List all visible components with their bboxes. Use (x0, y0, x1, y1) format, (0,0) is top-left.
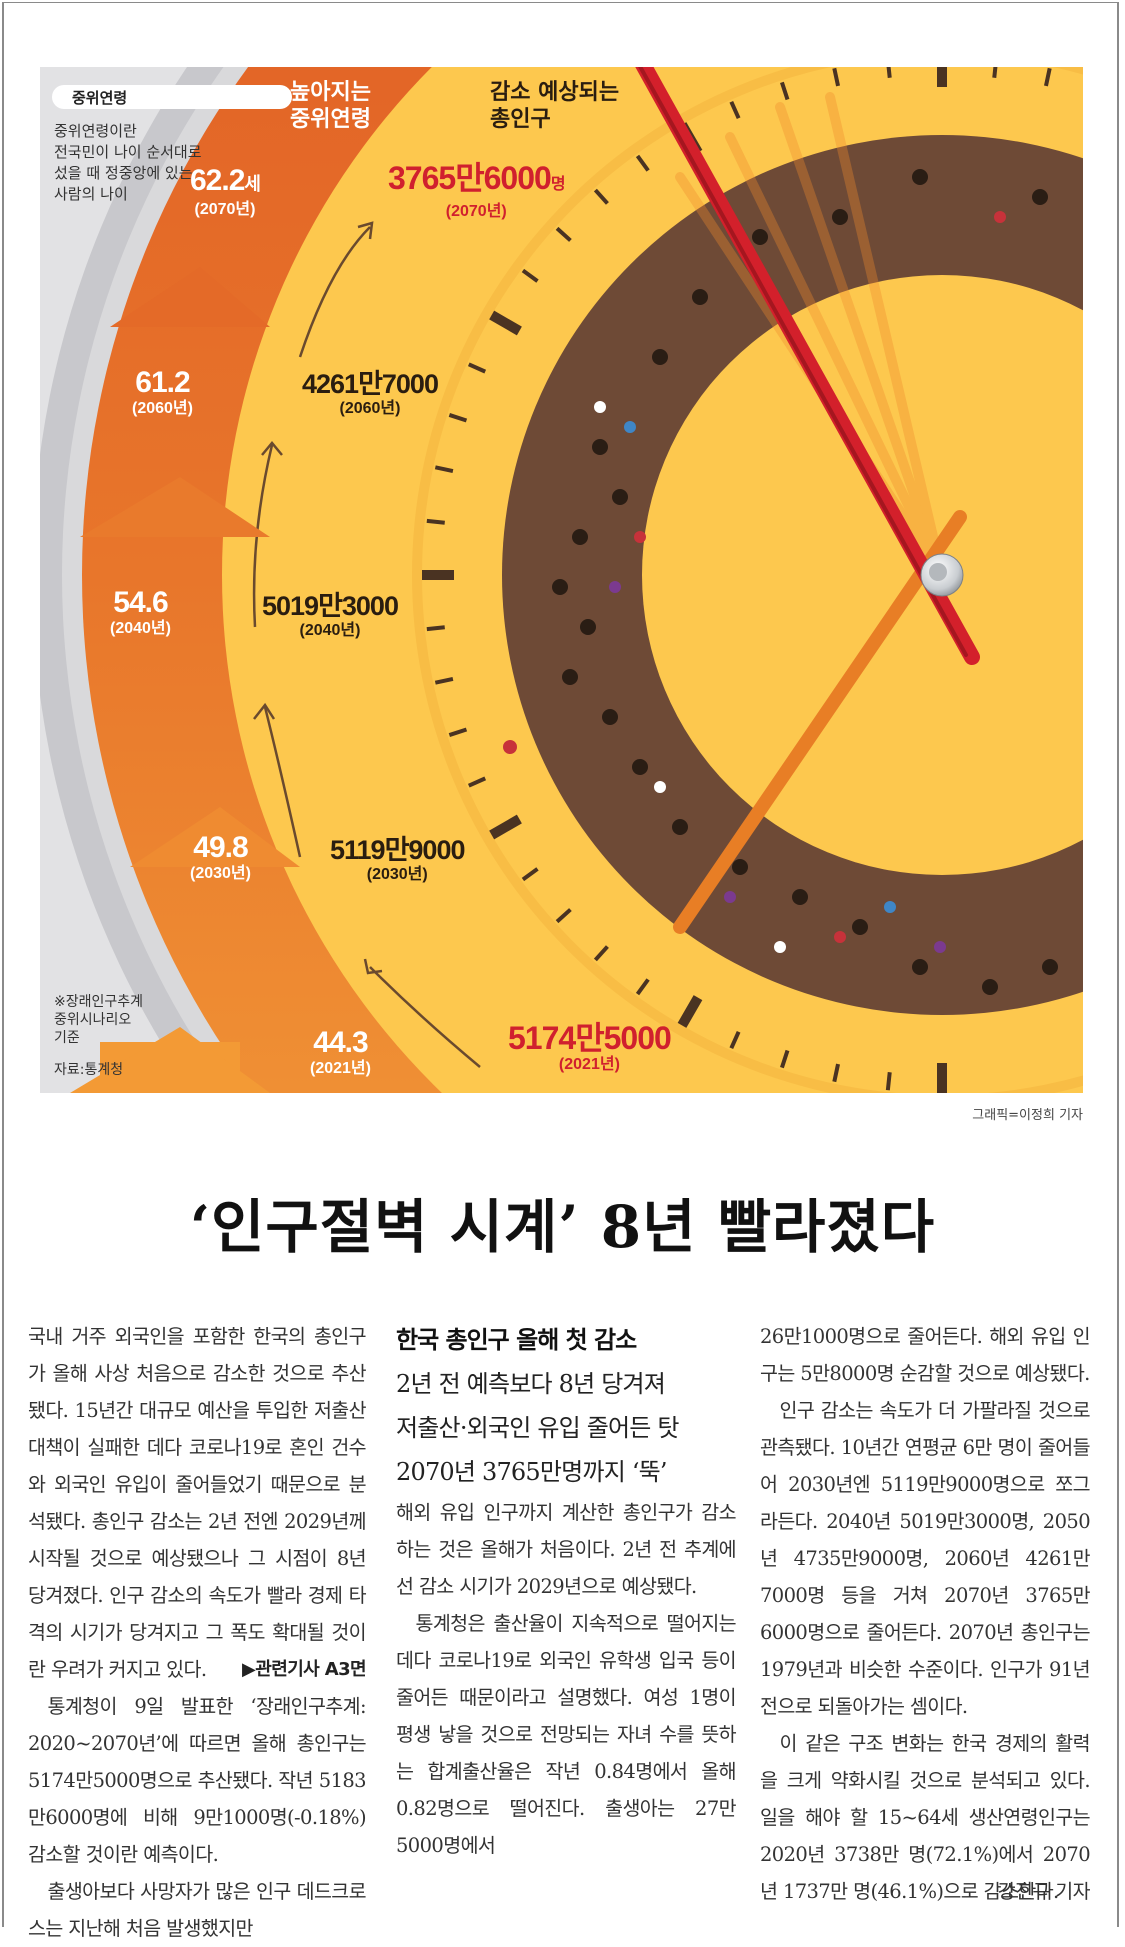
source-label: 자료:통계청 (54, 1062, 124, 1078)
population-2040: 5019만3000 (2040년) (262, 591, 399, 641)
crowd-figures (503, 169, 1058, 995)
median-age-2021: 44.3 (2021년) (310, 1027, 371, 1079)
footnote: ※장래인구추계 중위시나리오 기준 (54, 994, 144, 1046)
article-column-1: 국내 거주 외국인을 포함한 한국의 총인구가 올해 사상 처음으로 감소한 것… (28, 1318, 367, 1947)
paragraph: 통계청은 출산율이 지속적으로 떨어지는 데다 코로나19로 외국인 유학생 입… (396, 1612, 737, 1857)
article-headline: ‘인구절벽 시계’ 8년 빨라졌다 (189, 1193, 936, 1261)
graphic-credit: 그래픽=이정희 기자 (972, 1108, 1083, 1123)
population-value: 5119만9000 (330, 835, 465, 865)
article-column-3: 26만1000명으로 줄어든다. 해외 유입 인구는 5만8000명 순감할 것… (760, 1318, 1091, 1910)
median-age-2070: 62.2세 (2070년) (190, 164, 261, 220)
age-unit: 세 (244, 174, 261, 194)
median-age-2060: 61.2 (2060년) (132, 367, 193, 419)
paragraph: 이 같은 구조 변화는 한국 경제의 활력을 크게 약화시킬 것으로 분석되고 … (760, 1732, 1091, 1903)
legend-label: 중위연령 (52, 85, 292, 109)
age-value: 49.8 (193, 831, 248, 864)
age-year: (2021년) (310, 1060, 371, 1077)
population-clock-infographic: 중위연령 중위연령이란 전국민이 나이 순서대로 섰을 때 정중앙에 있는 사람… (40, 67, 1083, 1093)
clock-illustration (40, 67, 1083, 1093)
age-year: (2030년) (190, 865, 251, 882)
population-2030: 5119만9000 (2030년) (330, 835, 465, 885)
paragraph: 통계청이 9일 발표한 ‘장래인구추계: 2020~2070년’에 따르면 올해… (28, 1695, 367, 1866)
paragraph: 인구 감소는 속도가 더 가팔라질 것으로 관측됐다. 10년간 연평균 6만 … (760, 1399, 1091, 1718)
population-2021: 5174만5000 (2021년) (508, 1020, 672, 1075)
article-deck: 2년 전 예측보다 8년 당겨져 저출산·외국인 유입 줄어든 탓 2070년 … (396, 1370, 679, 1486)
population-value: 4261만7000 (302, 369, 439, 399)
population-value: 5019만3000 (262, 591, 399, 621)
related-article-link[interactable]: ▶관련기사 A3면 (242, 1659, 366, 1680)
population-year: (2070년) (445, 203, 507, 220)
population-header: 감소 예상되는 총인구 (490, 80, 620, 132)
median-age-header: 높아지는 중위연령 (290, 80, 371, 132)
paragraph: 출생아보다 사망자가 많은 인구 데드크로스는 지난해 처음 발생했지만 (28, 1880, 367, 1940)
paragraph: 국내 거주 외국인을 포함한 한국의 총인구가 올해 사상 처음으로 감소한 것… (28, 1325, 367, 1681)
age-value: 44.3 (313, 1026, 368, 1059)
population-year: (2021년) (558, 1056, 620, 1073)
legend-description: 중위연령이란 전국민이 나이 순서대로 섰을 때 정중앙에 있는 사람의 나이 (54, 122, 202, 203)
population-year: (2060년) (339, 400, 401, 417)
population-2060: 4261만7000 (2060년) (302, 369, 439, 419)
article-column-2: 한국 총인구 올해 첫 감소 2년 전 예측보다 8년 당겨져 저출산·외국인 … (396, 1318, 737, 1864)
paragraph: 26만1000명으로 줄어든다. 해외 유입 인구는 5만8000명 순감할 것… (760, 1325, 1091, 1385)
age-year: (2040년) (110, 620, 171, 637)
age-year: (2070년) (194, 201, 256, 218)
age-value: 54.6 (113, 586, 168, 619)
population-year: (2030년) (366, 866, 428, 883)
paragraph: 해외 유입 인구까지 계산한 총인구가 감소하는 것은 올해가 처음이다. 2년… (396, 1501, 737, 1598)
legend-title: 중위연령 (72, 89, 128, 107)
population-year: (2040년) (299, 622, 361, 639)
population-value: 5174만5000 (508, 1020, 672, 1056)
population-2070: 3765만6000명 (2070년) (388, 160, 566, 222)
median-age-2040: 54.6 (2040년) (110, 587, 171, 639)
population-unit: 명 (550, 176, 566, 193)
reporter-byline: 강진규 기자 (997, 1880, 1090, 1903)
age-value: 62.2 (190, 164, 245, 197)
age-value: 61.2 (135, 366, 190, 399)
median-age-2030: 49.8 (2030년) (190, 832, 251, 884)
population-value: 3765만6000 (388, 160, 552, 196)
article-subheadline: 한국 총인구 올해 첫 감소 (396, 1326, 637, 1354)
age-year: (2060년) (132, 400, 193, 417)
